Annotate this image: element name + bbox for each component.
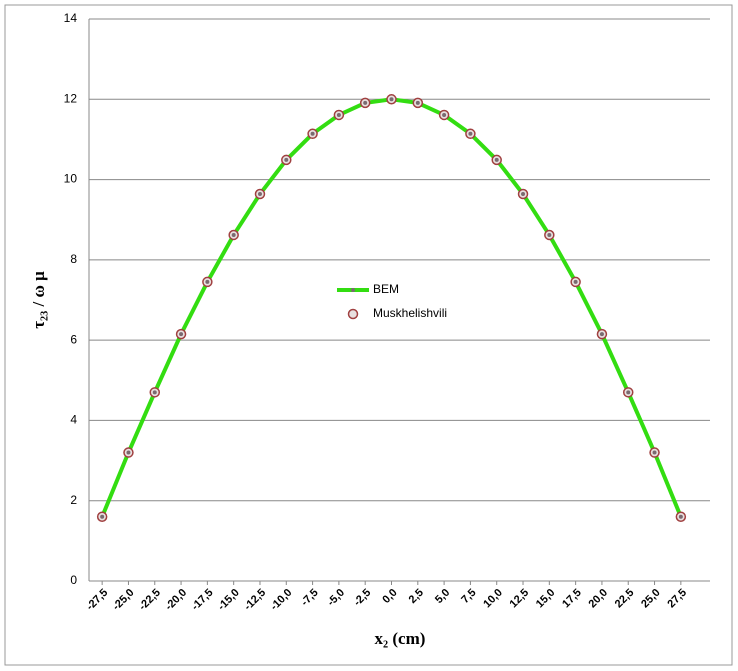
bem-marker xyxy=(231,232,236,237)
x-tick-label: -25,0 xyxy=(110,587,136,613)
bem-marker xyxy=(126,450,131,455)
x-tick-label: -15,0 xyxy=(216,587,242,613)
y-axis-label: τ₂₃ / ω μ xyxy=(29,271,48,329)
bem-marker xyxy=(363,100,368,105)
x-tick-label: 20,0 xyxy=(586,587,610,611)
y-tick-label: 6 xyxy=(70,332,77,346)
x-tick-label: 27,5 xyxy=(665,587,689,611)
bem-marker xyxy=(494,157,499,162)
x-tick-label: -7,5 xyxy=(299,587,321,609)
bem-marker xyxy=(152,390,157,395)
bem-marker xyxy=(599,332,604,337)
x-tick-label: -12,5 xyxy=(242,587,268,613)
legend-label: Muskhelishvili xyxy=(373,306,447,320)
y-tick-label: 12 xyxy=(64,91,78,105)
x-tick-label: -5,0 xyxy=(325,587,347,609)
x-tick-label: -17,5 xyxy=(189,587,215,613)
x-axis-label: x₂ (cm) xyxy=(375,629,426,648)
legend-marker xyxy=(351,288,355,292)
legend-label: BEM xyxy=(373,282,399,296)
x-tick-label: 2,5 xyxy=(407,587,426,606)
y-tick-label: 10 xyxy=(64,172,78,186)
x-tick-label: 5,0 xyxy=(433,587,452,606)
bem-marker xyxy=(442,112,447,117)
x-tick-label: 12,5 xyxy=(508,587,532,611)
bem-marker xyxy=(678,514,683,519)
x-tick-label: -27,5 xyxy=(84,587,110,613)
bem-marker xyxy=(521,192,526,197)
y-tick-label: 4 xyxy=(70,413,77,427)
bem-marker xyxy=(205,279,210,284)
bem-marker xyxy=(468,131,473,136)
x-tick-label: 15,0 xyxy=(534,587,558,611)
x-tick-label: -20,0 xyxy=(163,587,189,613)
bem-marker xyxy=(652,450,657,455)
x-tick-label: 22,5 xyxy=(613,587,637,611)
bem-marker xyxy=(179,332,184,337)
x-tick-label: -22,5 xyxy=(137,587,163,613)
y-tick-label: 2 xyxy=(70,493,77,507)
bem-marker xyxy=(336,112,341,117)
x-tick-label: -10,0 xyxy=(268,587,294,613)
x-tick-label: 10,0 xyxy=(481,587,505,611)
bem-marker xyxy=(310,131,315,136)
bem-marker xyxy=(100,514,105,519)
bem-marker xyxy=(284,157,289,162)
y-tick-label: 0 xyxy=(70,573,77,587)
y-tick-label: 14 xyxy=(64,11,78,25)
x-tick-label: 0,0 xyxy=(380,587,399,606)
x-tick-label: 17,5 xyxy=(560,587,584,611)
y-tick-label: 8 xyxy=(70,252,77,266)
bem-marker xyxy=(415,100,420,105)
bem-marker xyxy=(257,192,262,197)
bem-marker xyxy=(573,279,578,284)
x-tick-label: 7,5 xyxy=(459,587,478,606)
bem-marker xyxy=(547,232,552,237)
x-tick-label: 25,0 xyxy=(639,587,663,611)
x-tick-label: -2,5 xyxy=(351,587,373,609)
legend-marker xyxy=(347,308,359,320)
bem-marker xyxy=(389,97,394,102)
frame xyxy=(4,4,733,666)
bem-marker xyxy=(626,390,631,395)
